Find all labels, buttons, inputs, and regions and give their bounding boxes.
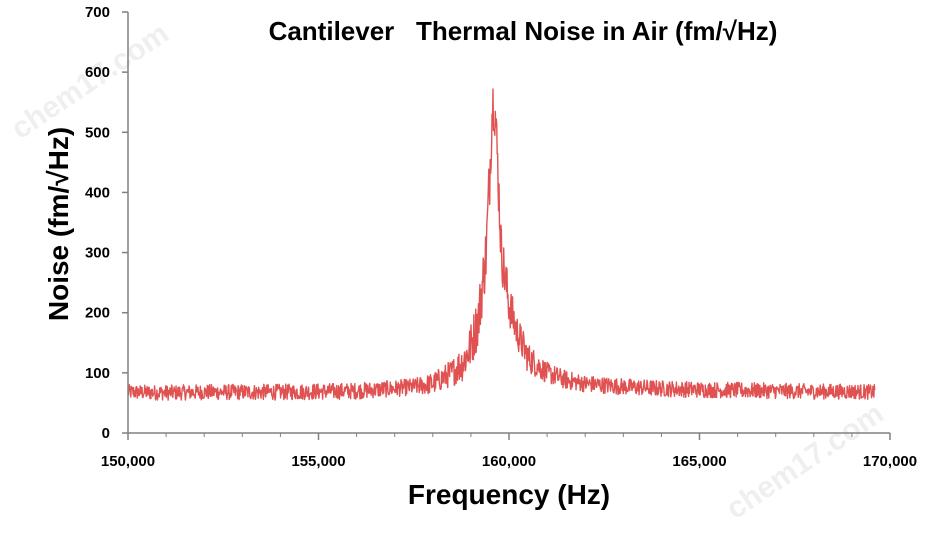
x-axis-title: Frequency (Hz): [408, 479, 610, 510]
x-tick-label: 170,000: [863, 453, 917, 470]
ticks: 0 100 200 300 400 500 600 700 150,000 155,000 160,…: [85, 4, 917, 470]
y-tick-label: 400: [85, 184, 110, 201]
watermark-group: chem17.com chem17.com: [5, 17, 889, 526]
y-tick-label: 100: [85, 365, 110, 382]
plot-area: [127, 88, 876, 401]
series-line-0: [127, 88, 876, 401]
y-tick-label: 700: [85, 4, 110, 21]
x-tick-label: 160,000: [482, 453, 536, 470]
y-tick-label: 0: [102, 425, 110, 442]
x-tick-label: 150,000: [101, 453, 155, 470]
y-tick-label: 500: [85, 124, 110, 141]
y-tick-label: 200: [85, 305, 110, 322]
axes: [127, 12, 890, 434]
x-tick-label: 155,000: [291, 453, 345, 470]
x-tick-label: 165,000: [672, 453, 726, 470]
y-axis-title: Noise (fm/√Hz): [43, 127, 74, 321]
y-tick-label: 300: [85, 245, 110, 262]
chart-title: Cantilever Thermal Noise in Air (fm/√Hz): [269, 16, 778, 46]
y-tick-label: 600: [85, 64, 110, 81]
